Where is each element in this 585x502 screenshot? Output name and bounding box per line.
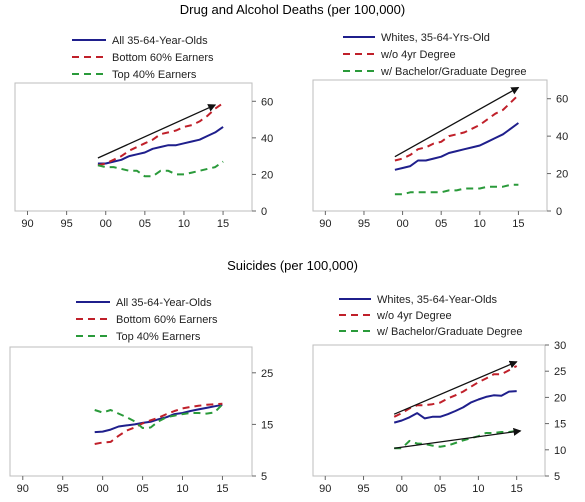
series-line-green	[394, 429, 517, 450]
y-tick-label: 20	[554, 392, 566, 404]
x-tick-label: 00	[100, 218, 112, 230]
trend-arrow	[393, 360, 518, 415]
y-tick-label: 5	[554, 471, 560, 483]
series-line-green	[97, 160, 224, 178]
legend: Whites, 35-64-Year-Olds w/o 4yr Degree w/ …	[339, 294, 523, 338]
y-tick-label: 40	[556, 131, 568, 143]
trend-arrow	[394, 427, 522, 449]
x-tick-label: 95	[358, 218, 370, 230]
x-tick-label: 15	[511, 483, 523, 495]
legend-label: w/o 4yr Degree	[376, 310, 452, 322]
series-line-blue	[97, 126, 224, 165]
y-tick-label: 25	[554, 366, 566, 378]
x-tick-label: 15	[217, 218, 229, 230]
y-tick-label: 40	[261, 133, 273, 145]
plot-frame	[312, 79, 548, 212]
series-line-blue	[94, 403, 223, 434]
legend-label: Bottom 60% Earners	[112, 52, 214, 64]
series-line-blue	[394, 122, 519, 171]
legend-label: w/ Bachelor/Graduate Degree	[380, 66, 527, 78]
legend: Whites, 35-64-Yrs-Old w/o 4yr Degree w/ Ba…	[343, 32, 527, 78]
drug-deaths-title: Drug and Alcohol Deaths (per 100,000)	[179, 2, 406, 17]
y-tick-label: 60	[556, 94, 568, 106]
y-tick-label: 5	[261, 471, 267, 483]
y-tick-label: 20	[261, 169, 273, 181]
y-tick-label: 25	[261, 368, 273, 380]
x-tick-label: 10	[178, 218, 190, 230]
x-tick-label: 95	[357, 483, 369, 495]
legend-label: Whites, 35-64-Yrs-Old	[381, 32, 490, 44]
trend-arrow	[97, 104, 217, 159]
x-tick-label: 00	[97, 483, 109, 495]
y-tick-label: 30	[554, 340, 566, 352]
legend-label: Whites, 35-64-Year-Olds	[377, 294, 498, 306]
chart-suicide-whites: 90 95 00 05 10 15 5 10 15 20 25 30	[312, 340, 566, 495]
legend-label: All 35-64-Year-Olds	[116, 297, 212, 309]
series-line-red	[94, 402, 223, 445]
y-tick-label: 15	[261, 419, 273, 431]
plot-frame	[14, 82, 253, 212]
y-tick-label: 0	[261, 206, 267, 218]
plot-frame	[9, 346, 253, 477]
series-line-green	[394, 183, 519, 196]
x-tick-label: 10	[176, 483, 188, 495]
x-tick-label: 10	[474, 218, 486, 230]
x-tick-label: 00	[396, 483, 408, 495]
series-line-red	[97, 102, 224, 167]
legend: All 35-64-Year-Olds Bottom 60% Earners Top…	[72, 35, 214, 81]
legend-label: Top 40% Earners	[116, 331, 201, 343]
y-tick-label: 10	[554, 445, 566, 457]
trend-arrow	[394, 86, 520, 158]
x-tick-label: 90	[319, 218, 331, 230]
x-tick-label: 05	[435, 218, 447, 230]
x-tick-label: 05	[434, 483, 446, 495]
plot-frame	[312, 344, 546, 477]
legend-label: w/o 4yr Degree	[380, 49, 456, 61]
y-tick-label: 15	[554, 419, 566, 431]
legend-label: All 35-64-Year-Olds	[112, 35, 208, 47]
x-tick-label: 90	[319, 483, 331, 495]
y-tick-label: 0	[556, 206, 562, 218]
legend-label: Top 40% Earners	[112, 69, 197, 81]
x-tick-label: 95	[57, 483, 69, 495]
series-line-blue	[393, 390, 517, 424]
chart-suicide-all: 90 95 00 05 10 15 5 15 25	[9, 346, 273, 495]
x-tick-label: 90	[17, 483, 29, 495]
suicides-title: Suicides (per 100,000)	[227, 258, 358, 273]
y-tick-label: 60	[261, 96, 273, 108]
x-tick-label: 00	[396, 218, 408, 230]
x-tick-label: 05	[139, 218, 151, 230]
y-tick-label: 20	[556, 169, 568, 181]
x-tick-label: 10	[472, 483, 484, 495]
legend-label: w/ Bachelor/Graduate Degree	[376, 326, 523, 338]
chart-drug-whites: 90 95 00 05 10 15 0 20 40 60	[312, 79, 568, 230]
x-tick-label: 15	[512, 218, 524, 230]
x-tick-label: 15	[216, 483, 228, 495]
x-tick-label: 90	[21, 218, 33, 230]
legend: All 35-64-Year-Olds Bottom 60% Earners Top…	[76, 297, 218, 343]
x-tick-label: 05	[136, 483, 148, 495]
x-tick-label: 95	[60, 218, 72, 230]
series-line-red	[393, 365, 518, 418]
chart-drug-all: 90 95 00 05 10 15 0 20 40 60	[14, 82, 273, 230]
legend-label: Bottom 60% Earners	[116, 314, 218, 326]
